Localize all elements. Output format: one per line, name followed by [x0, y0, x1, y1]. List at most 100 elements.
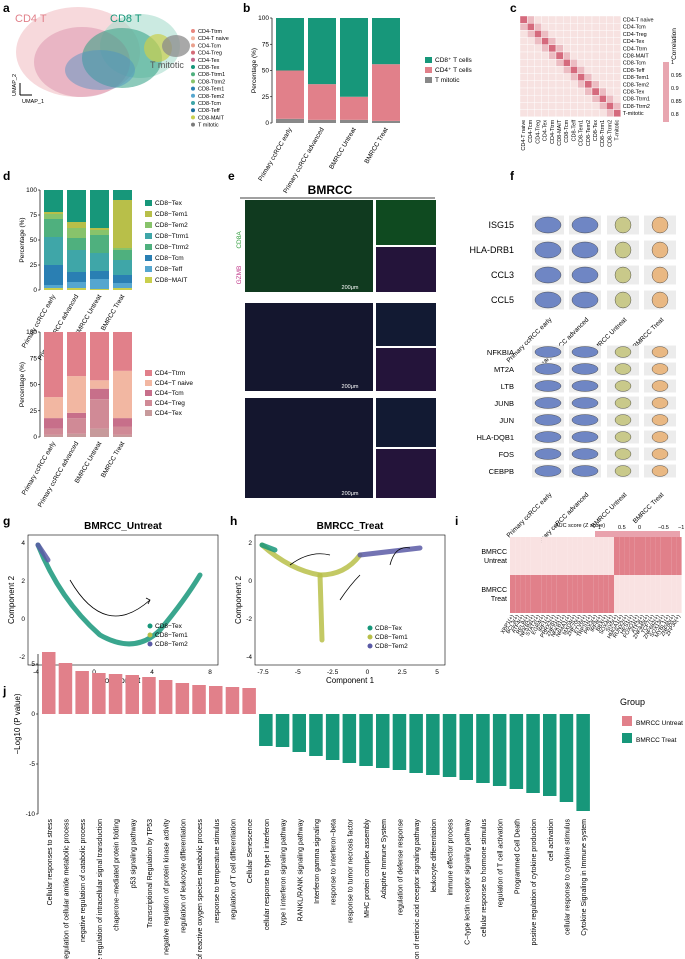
legend-label: CD8−Tem2	[155, 641, 188, 648]
heatmap-cell	[563, 15, 571, 24]
heatmap-cell	[541, 102, 549, 110]
micrograph-main	[245, 398, 373, 498]
term-label: Cellular responses to stress	[47, 819, 54, 906]
y-axis-label: −Log10 (P value)	[13, 693, 22, 754]
bar-segment	[113, 250, 132, 260]
heatmap-cell	[599, 94, 607, 103]
row-label: CD4-Tcm	[623, 25, 646, 31]
auc-cell	[614, 575, 620, 613]
col-label: CD8-Tcm	[564, 119, 570, 142]
y-tick-label: 0	[31, 711, 35, 718]
heatmap-cell	[541, 51, 549, 60]
enrichment-bar	[509, 714, 524, 789]
legend-label: CD4-Tex	[198, 58, 220, 64]
legend-tick: 1	[671, 60, 674, 66]
bar-segment	[276, 18, 304, 71]
heatmap-cell	[599, 15, 607, 24]
bar-segment	[67, 190, 86, 222]
legend-swatch	[425, 67, 432, 73]
heatmap-cell	[599, 87, 607, 96]
violin	[571, 346, 599, 358]
violin	[614, 241, 632, 259]
auc-cell	[510, 575, 516, 613]
violin	[534, 380, 562, 392]
heatmap-cell	[570, 109, 578, 117]
x-axis-label: Component 1	[326, 676, 375, 685]
auc-cell	[640, 537, 646, 575]
heatmap-cell	[591, 87, 600, 96]
micrograph-inset	[376, 449, 436, 498]
violin	[534, 241, 562, 259]
heatmap-cell	[577, 80, 585, 89]
auc-cell	[640, 575, 646, 613]
enrichment-bar	[75, 671, 89, 714]
auc-cell	[556, 575, 562, 613]
heatmap-cell	[577, 23, 585, 31]
legend-swatch	[145, 400, 152, 406]
legend-label: CD4−Treg	[155, 400, 185, 407]
legend-label: CD4-Tcm	[198, 43, 221, 49]
heatmap-cell	[584, 51, 593, 60]
heatmap-cell	[577, 30, 585, 38]
violin	[534, 448, 562, 460]
bar-segment	[90, 253, 109, 271]
y-tick-label: 50	[30, 382, 38, 389]
heatmap-cell	[527, 44, 535, 53]
legend-swatch	[145, 380, 152, 386]
violin	[651, 448, 669, 460]
heatmap-cell	[548, 87, 557, 96]
heatmap-cell	[555, 59, 564, 67]
heatmap-cell	[519, 87, 528, 96]
heatmap-cell	[541, 37, 549, 45]
auc-cell	[624, 537, 630, 575]
enrichment-bar	[459, 714, 473, 780]
trajectory-branch	[317, 572, 325, 643]
bar-segment	[340, 96, 368, 120]
heatmap-cell	[555, 23, 564, 31]
x-tick-label: BMRCC Untreat	[328, 126, 358, 170]
heatmap-cell	[563, 73, 571, 81]
legend-swatch	[425, 57, 432, 63]
heatmap-cell	[527, 15, 535, 24]
y-axis-label: Percentage (%)	[19, 217, 26, 262]
enrichment-bar	[476, 714, 490, 783]
auc-cell	[676, 575, 682, 613]
violin	[534, 216, 562, 234]
heatmap-cell	[519, 102, 528, 110]
enrichment-bar	[426, 714, 440, 775]
bar-segment	[44, 219, 63, 237]
violin	[571, 266, 599, 284]
legend-dot	[191, 79, 195, 84]
heatmap-cell	[613, 30, 621, 38]
heatmap-cell	[591, 94, 600, 103]
heatmap-cell	[613, 66, 621, 74]
heatmap-cell	[527, 87, 535, 96]
auc-cell	[520, 537, 526, 575]
x-tick-label: -5	[295, 669, 301, 676]
heatmap-cell	[613, 94, 621, 103]
panel-letter-a: a	[3, 1, 10, 15]
heatmap-cell	[584, 23, 593, 31]
bar-segment	[44, 332, 63, 398]
violin	[571, 448, 599, 460]
enrichment-bar	[292, 714, 306, 752]
legend-label: BMRCC Treat	[636, 737, 677, 744]
scale-bar-label: 200μm	[342, 384, 359, 390]
auc-cell	[551, 575, 557, 613]
heatmap-cell	[534, 59, 542, 67]
auc-cell	[536, 575, 542, 613]
legend-label: CD4−Ttrm	[155, 370, 185, 377]
violin	[534, 431, 562, 443]
violin	[651, 363, 669, 375]
bar-segment	[67, 250, 86, 272]
heatmap-cell	[599, 44, 607, 53]
heatmap-cell	[599, 80, 607, 89]
heatmap-cell	[584, 109, 593, 117]
heatmap-i: AUC score (Z score)1 0.5 0 −0.5 −1 BMRCC Untre…	[481, 523, 684, 640]
heatmap-cell	[527, 51, 535, 60]
y-tick-label: 25	[30, 408, 38, 415]
bar-segment	[340, 119, 368, 123]
auc-cell	[567, 575, 573, 613]
y-tick-label: -4	[246, 654, 252, 661]
enrichment-bar	[309, 714, 323, 756]
